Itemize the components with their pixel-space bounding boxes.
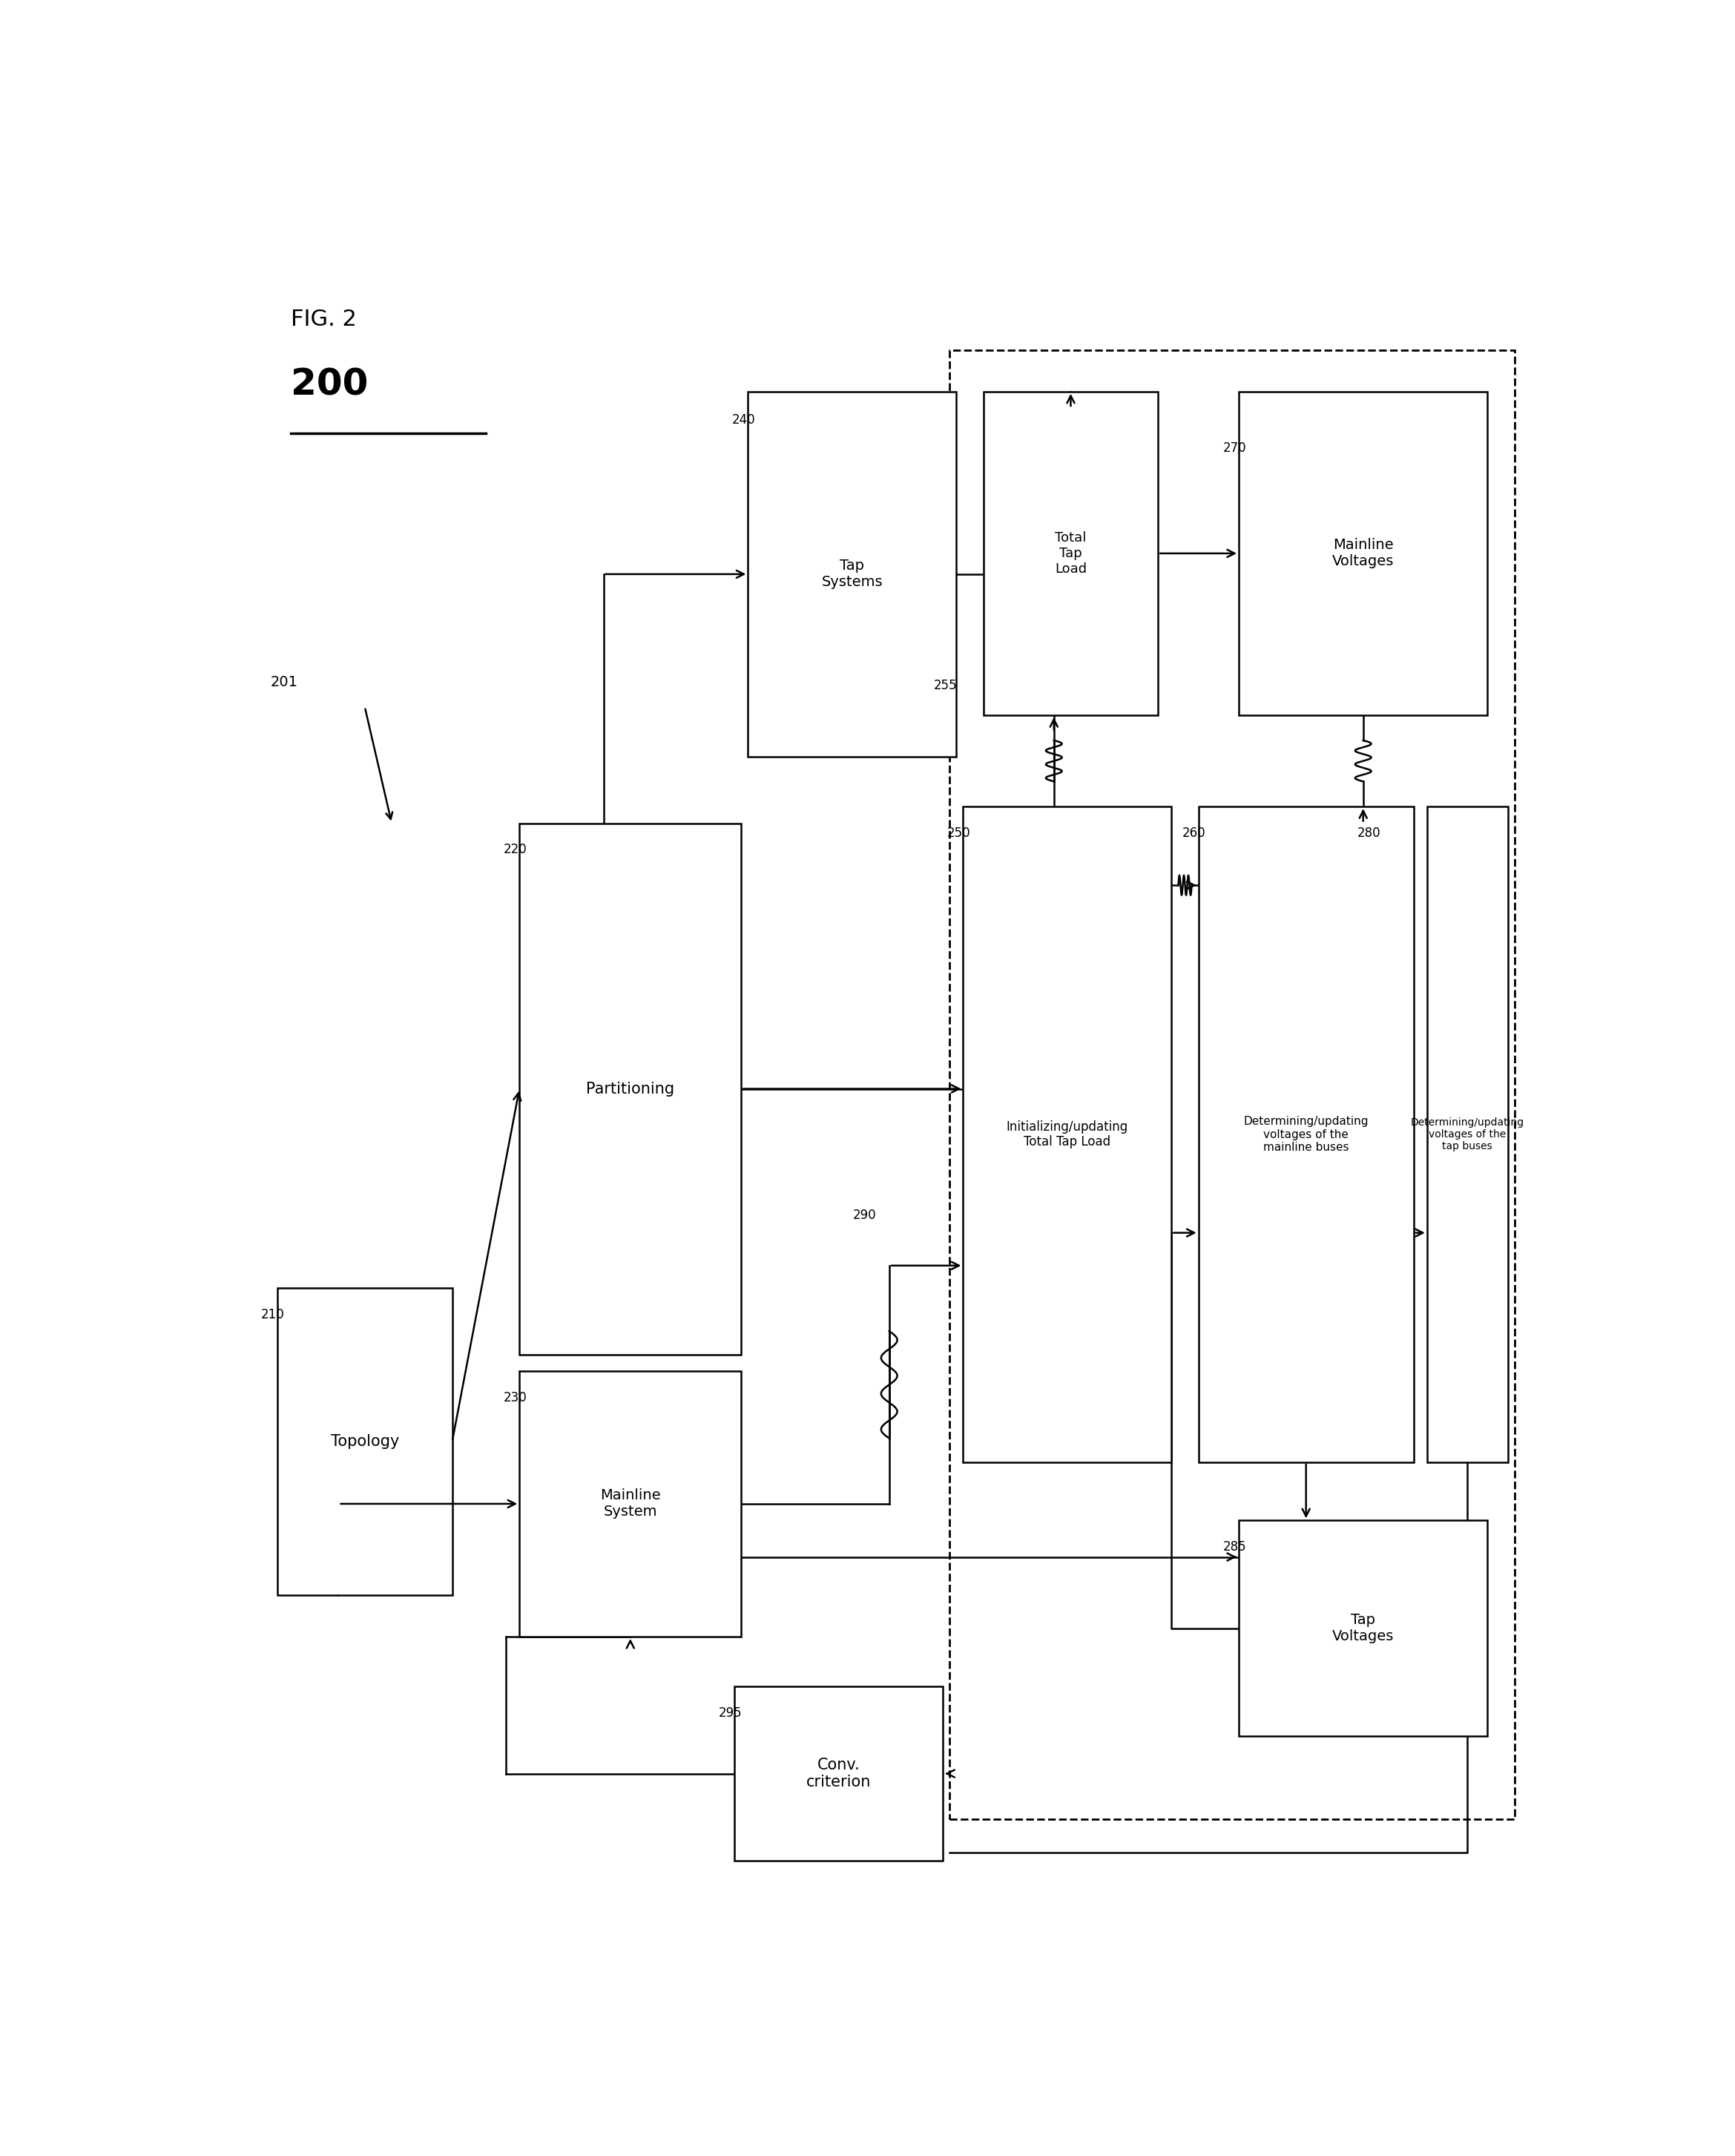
Text: 295: 295 xyxy=(718,1705,743,1720)
Text: Topology: Topology xyxy=(331,1434,399,1449)
Text: 280: 280 xyxy=(1357,826,1381,841)
Text: Tap
Voltages: Tap Voltages xyxy=(1332,1613,1395,1643)
Text: 240: 240 xyxy=(732,414,755,427)
Text: 250: 250 xyxy=(947,826,970,841)
Text: Partitioning: Partitioning xyxy=(586,1082,675,1095)
Bar xyxy=(519,1371,741,1636)
Text: Determining/updating
voltages of the
tap buses: Determining/updating voltages of the tap… xyxy=(1411,1117,1523,1151)
Bar xyxy=(1239,1520,1487,1736)
Text: Determining/updating
voltages of the
mainline buses: Determining/updating voltages of the mai… xyxy=(1244,1117,1369,1153)
Bar xyxy=(1199,806,1414,1462)
Bar xyxy=(1239,392,1487,716)
Text: 210: 210 xyxy=(262,1309,285,1322)
Text: 200: 200 xyxy=(291,367,368,403)
Text: 290: 290 xyxy=(854,1207,876,1222)
Text: Conv.
criterion: Conv. criterion xyxy=(807,1757,871,1789)
Text: 255: 255 xyxy=(933,679,958,692)
Text: Mainline
Voltages: Mainline Voltages xyxy=(1332,539,1395,569)
Bar xyxy=(519,824,741,1354)
Text: Mainline
System: Mainline System xyxy=(600,1488,661,1520)
Text: 230: 230 xyxy=(503,1391,527,1404)
Text: 220: 220 xyxy=(503,843,527,856)
Bar xyxy=(963,806,1171,1462)
Text: Initializing/updating
Total Tap Load: Initializing/updating Total Tap Load xyxy=(1006,1119,1128,1149)
Text: 260: 260 xyxy=(1182,826,1206,841)
Text: 201: 201 xyxy=(271,675,298,690)
Text: Tap
Systems: Tap Systems xyxy=(822,558,883,589)
Text: Total
Tap
Load: Total Tap Load xyxy=(1055,530,1086,576)
Text: FIG. 2: FIG. 2 xyxy=(291,308,357,330)
Bar xyxy=(984,392,1157,716)
Bar xyxy=(949,349,1515,1820)
Bar xyxy=(1426,806,1508,1462)
Bar xyxy=(278,1287,453,1595)
Bar xyxy=(734,1686,944,1861)
Bar xyxy=(748,392,956,757)
Text: 270: 270 xyxy=(1223,442,1246,455)
Text: 285: 285 xyxy=(1223,1539,1246,1554)
